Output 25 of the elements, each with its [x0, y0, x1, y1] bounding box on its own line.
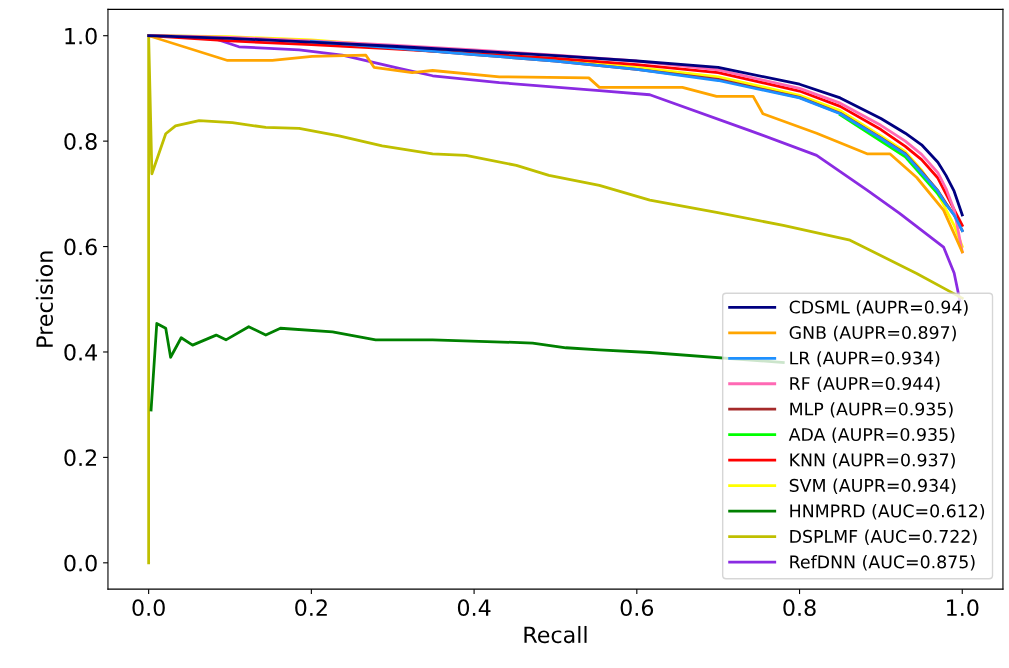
x-tick-label: 0.4: [457, 599, 491, 617]
x-tick-label: 1.0: [947, 599, 979, 617]
legend-label: RF (AUPR=0.944): [790, 376, 940, 393]
y-tick-label: 0.2: [64, 449, 97, 467]
x-tick-label: 0.8: [783, 599, 816, 617]
y-tick-label: 0.6: [64, 238, 97, 256]
x-tick-label: 0.0: [132, 599, 165, 617]
y-tick-label: 0.8: [64, 133, 97, 150]
legend-label: GNB (AUPR=0.897): [789, 325, 956, 342]
legend-label: DSPLMF (AUC=0.722): [790, 529, 977, 546]
legend-label: LR (AUPR=0.934): [790, 351, 940, 367]
legend-label: ADA (AUPR=0.935): [788, 427, 955, 444]
x-tick-label: 0.6: [620, 599, 654, 617]
y-tick-label: 0.4: [64, 343, 97, 361]
x-tick-label: 0.2: [295, 599, 327, 617]
legend-label: RefDNN (AUC=0.875): [790, 555, 975, 571]
legend-label: HNMPRD (AUC=0.612): [790, 504, 985, 520]
legend-label: CDSML (AUPR=0.94): [789, 300, 968, 316]
y-tick-label: 1.0: [65, 27, 97, 45]
legend-label: MLP (AUPR=0.935): [790, 402, 953, 418]
legend-label: SVM (AUPR=0.934): [789, 478, 956, 495]
y-tick-label: 0.0: [64, 554, 97, 572]
legend-label: KNN (AUPR=0.937): [790, 453, 955, 469]
x-axis-title: Recall: [524, 625, 587, 644]
y-axis-title: Precision: [35, 251, 54, 347]
